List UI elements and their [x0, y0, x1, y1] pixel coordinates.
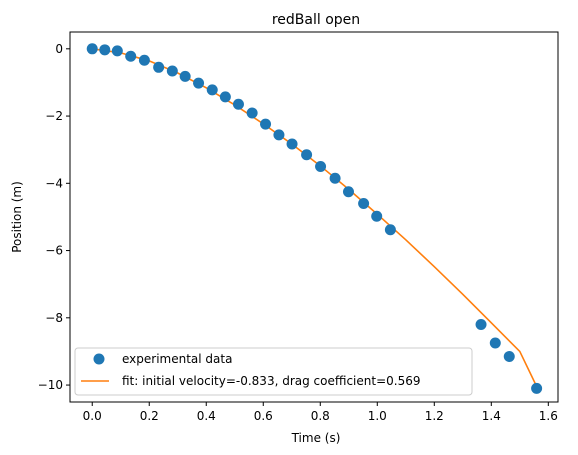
x-axis-label: Time (s) [291, 431, 341, 445]
data-point [330, 173, 341, 184]
data-point [233, 99, 244, 110]
legend: experimental data fit: initial velocity=… [75, 348, 472, 395]
plot-area [70, 32, 558, 402]
x-tick-label: 1.2 [425, 409, 444, 423]
x-tick-label: 0.4 [197, 409, 216, 423]
data-point [180, 71, 191, 82]
chart-title: redBall open [272, 12, 360, 28]
x-tick-label: 0.2 [140, 409, 159, 423]
y-tick-label: −2 [45, 109, 63, 123]
data-point [125, 51, 136, 62]
x-tick-label: 0.8 [311, 409, 330, 423]
y-tick-label: −6 [45, 244, 63, 258]
x-tick-label: 1.4 [482, 409, 501, 423]
x-tick-label: 1.6 [539, 409, 558, 423]
data-point [301, 149, 312, 160]
legend-label-experimental: experimental data [122, 352, 232, 366]
data-point [112, 45, 123, 56]
legend-marker-experimental [94, 354, 105, 365]
data-point [287, 138, 298, 149]
data-point [385, 224, 396, 235]
data-point [531, 383, 542, 394]
data-point [87, 43, 98, 54]
data-point [167, 66, 178, 77]
y-tick-label: −8 [45, 311, 63, 325]
data-point [343, 186, 354, 197]
data-point [504, 351, 515, 362]
data-point [260, 119, 271, 130]
data-point [99, 44, 110, 55]
y-tick-label: 0 [55, 42, 63, 56]
y-axis-label: Position (m) [10, 181, 24, 253]
data-point [490, 338, 501, 349]
x-tick-label: 0.0 [83, 409, 102, 423]
data-point [371, 211, 382, 222]
data-point [247, 108, 258, 119]
data-point [315, 161, 326, 172]
data-point [476, 319, 487, 330]
data-point [139, 55, 150, 66]
y-tick-label: −4 [45, 176, 63, 190]
data-point [153, 62, 164, 73]
legend-label-fit: fit: initial velocity=-0.833, drag coeff… [122, 374, 421, 388]
data-point [358, 198, 369, 209]
data-point [207, 84, 218, 95]
y-tick-label: −10 [38, 378, 63, 392]
data-point [193, 78, 204, 89]
x-tick-label: 0.6 [254, 409, 273, 423]
data-point [273, 129, 284, 140]
x-tick-label: 1.0 [368, 409, 387, 423]
data-point [220, 91, 231, 102]
